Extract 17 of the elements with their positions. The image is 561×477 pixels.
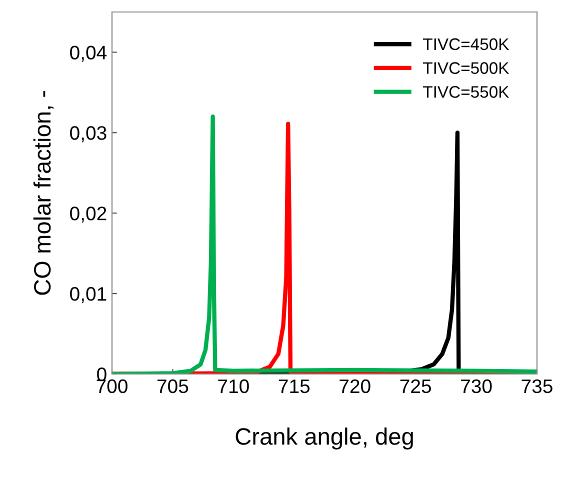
x-tick-label: 720 [340, 379, 370, 394]
y-tick-label: 0,04 [70, 46, 107, 62]
y-axis-title: CO molar fraction, - [33, 91, 54, 295]
legend-label: TIVC=550K [423, 86, 510, 98]
x-tick-label: 700 [96, 379, 128, 394]
x-axis-title: Crank angle, deg [236, 428, 413, 450]
y-tick-label: 0,02 [70, 206, 106, 223]
y-tick-label: 0,01 [70, 287, 106, 304]
x-tick-label: 735 [522, 379, 552, 394]
y-tick-label: 0,03 [70, 126, 106, 142]
legend-label: TIVC=500K [423, 62, 510, 74]
legend-label: TIVC=450K [423, 38, 510, 50]
x-tick-label: 725 [400, 379, 431, 394]
x-tick-label: 730 [461, 379, 492, 394]
x-tick-label: 705 [157, 379, 188, 394]
x-tick-label: 710 [218, 379, 249, 394]
x-tick-label: 715 [278, 380, 310, 394]
